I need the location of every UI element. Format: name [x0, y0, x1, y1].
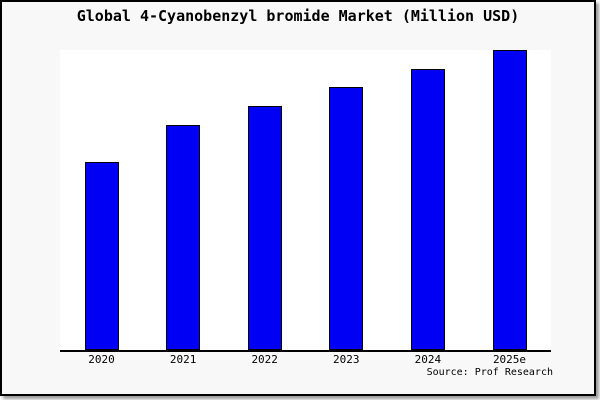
x-tick-label-2021: 2021: [169, 353, 197, 366]
bar-2025e: [492, 50, 527, 350]
x-tick-label-2020: 2020: [88, 353, 115, 366]
bar-2020: [84, 162, 119, 350]
bar-2021: [166, 125, 201, 350]
bar-2024: [410, 69, 445, 350]
chart-title: Global 4-Cyanobenzyl bromide Market (Mil…: [76, 7, 520, 25]
x-tick-label-2022: 2022: [251, 353, 278, 366]
source-label: Source: Prof Research: [426, 367, 553, 378]
x-tick-label-2024: 2024: [414, 353, 442, 366]
x-tick-label-2025e: 2025e: [492, 353, 527, 366]
bar-2023: [329, 87, 364, 350]
x-tick-label-2023: 2023: [333, 353, 360, 366]
plot-area: [60, 50, 551, 352]
bar-2022: [247, 106, 282, 350]
